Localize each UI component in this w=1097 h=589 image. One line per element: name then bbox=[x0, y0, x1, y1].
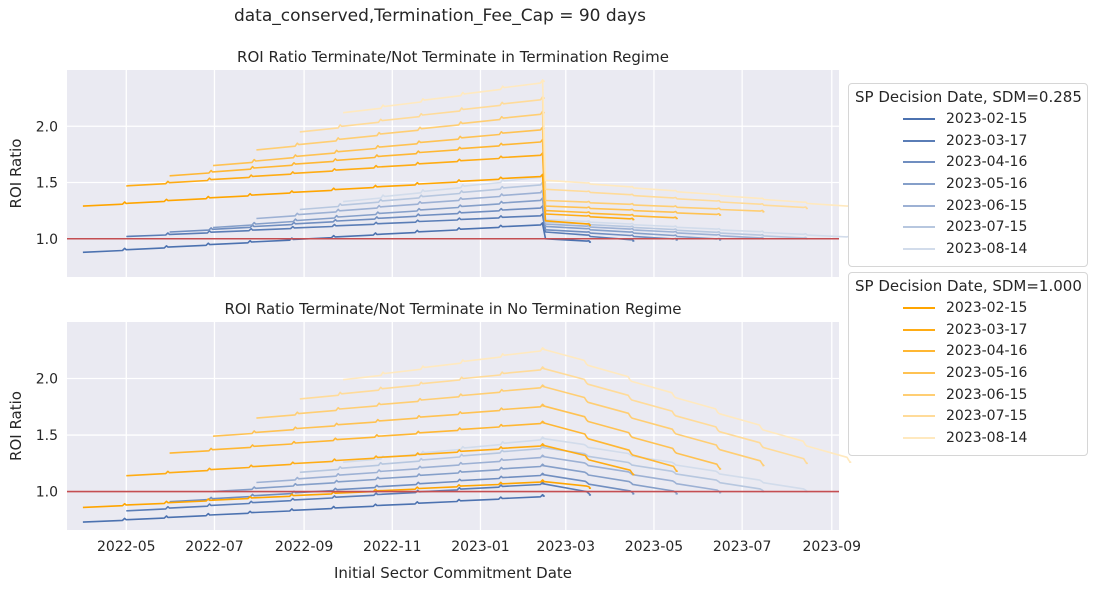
legend-sdm-1000: SP Decision Date, SDM=1.000 2023-02-15 20… bbox=[848, 272, 1088, 456]
series-line-SDM1000-2023-06-15 bbox=[256, 110, 765, 213]
x-tick-label: 2023-01 bbox=[451, 539, 510, 555]
y-tick-label: 1.0 bbox=[36, 232, 58, 248]
legend-entry: 2023-04-16 bbox=[855, 151, 1081, 173]
series-line-SDM1000-2023-08-14 bbox=[343, 347, 852, 463]
legend-swatch bbox=[903, 117, 935, 120]
legend-entries: 2023-02-15 2023-03-17 2023-04-16 2023-05-16… bbox=[855, 108, 1081, 260]
series-line-SDM1000-2023-04-16 bbox=[169, 138, 678, 220]
legend-entry: 2023-08-14 bbox=[855, 427, 1081, 449]
legend-entry: 2023-04-16 bbox=[855, 340, 1081, 362]
series-line-SDM0285-2023-02-15 bbox=[82, 493, 545, 523]
legend-label: 2023-05-16 bbox=[946, 175, 1028, 192]
series-line-SDM1000-2023-05-16 bbox=[212, 126, 722, 216]
x-tick-label: 2023-09 bbox=[803, 539, 862, 555]
series-line-SDM0285-2023-03-17 bbox=[126, 481, 592, 512]
legend-title: SP Decision Date, SDM=0.285 bbox=[855, 88, 1082, 106]
series-line-SDM0285-2023-04-16 bbox=[169, 472, 635, 503]
legend-entry: 2023-08-14 bbox=[855, 238, 1081, 260]
legend-swatch bbox=[903, 139, 935, 142]
x-tick-label: 2023-07 bbox=[713, 539, 772, 555]
subplot-2: ROI Ratio Terminate/Not Terminate in No … bbox=[7, 300, 861, 582]
plot-area bbox=[67, 322, 839, 530]
y-axis-label: ROI Ratio bbox=[7, 139, 25, 209]
y-tick-label: 2.0 bbox=[36, 372, 58, 388]
x-tick-label: 2022-11 bbox=[363, 539, 422, 555]
legend-label: 2023-03-17 bbox=[946, 321, 1028, 338]
series-line-SDM0285-2023-08-14 bbox=[343, 173, 852, 239]
legend-label: 2023-02-15 bbox=[946, 110, 1028, 127]
legend-entry: 2023-05-16 bbox=[855, 362, 1081, 384]
y-tick-label: 1.5 bbox=[36, 428, 58, 444]
legend-label: 2023-02-15 bbox=[946, 299, 1028, 316]
legend-label: 2023-04-16 bbox=[946, 154, 1028, 171]
series-line-SDM1000-2023-07-15 bbox=[299, 366, 808, 465]
legend-swatch bbox=[903, 328, 935, 331]
legend-label: 2023-03-17 bbox=[946, 132, 1028, 149]
legend-swatch bbox=[903, 436, 935, 439]
y-tick-label: 1.5 bbox=[36, 176, 58, 192]
subplot-1: ROI Ratio Terminate/Not Terminate in Ter… bbox=[7, 48, 852, 277]
legend-label: 2023-05-16 bbox=[946, 364, 1028, 381]
series-line-SDM1000-2023-03-17 bbox=[126, 443, 635, 477]
legend-entry: 2023-07-15 bbox=[855, 405, 1081, 427]
series-line-SDM0285-2023-06-15 bbox=[256, 454, 722, 494]
x-tick-label: 2022-09 bbox=[275, 539, 334, 555]
series-line-SDM0285-2023-07-15 bbox=[299, 445, 765, 493]
x-tick-label: 2023-05 bbox=[625, 539, 684, 555]
legend-label: 2023-08-14 bbox=[946, 429, 1028, 446]
legend-swatch bbox=[903, 371, 935, 374]
x-tick-label: 2022-07 bbox=[185, 539, 244, 555]
series-line-SDM0285-2023-04-16 bbox=[169, 205, 678, 241]
x-tick-label: 2022-05 bbox=[97, 539, 156, 555]
legend-label: 2023-07-15 bbox=[946, 408, 1028, 425]
series-line-SDM0285-2023-03-17 bbox=[126, 213, 635, 242]
legend-sdm-0285: SP Decision Date, SDM=0.285 2023-02-15 20… bbox=[848, 83, 1088, 267]
legend-label: 2023-04-16 bbox=[946, 343, 1028, 360]
legend-swatch bbox=[903, 247, 935, 250]
x-axis-label: Initial Sector Commitment Date bbox=[334, 564, 572, 582]
subplot-title: ROI Ratio Terminate/Not Terminate in No … bbox=[224, 300, 681, 318]
series-line-SDM1000-2023-08-14 bbox=[343, 79, 852, 209]
legend-label: 2023-07-15 bbox=[946, 219, 1028, 236]
series-line-SDM0285-2023-08-14 bbox=[343, 436, 808, 493]
legend-label: 2023-06-15 bbox=[946, 197, 1028, 214]
legend-entry: 2023-05-16 bbox=[855, 173, 1081, 195]
legend-entry: 2023-06-15 bbox=[855, 384, 1081, 406]
legend-entry: 2023-03-17 bbox=[855, 319, 1081, 341]
legend-entries: 2023-02-15 2023-03-17 2023-04-16 2023-05-16… bbox=[855, 297, 1081, 449]
legend-entry: 2023-06-15 bbox=[855, 195, 1081, 217]
series-line-SDM1000-2023-04-16 bbox=[169, 420, 678, 472]
y-axis-label: ROI Ratio bbox=[7, 391, 25, 461]
series-line-SDM1000-2023-05-16 bbox=[212, 403, 722, 470]
legend-entry: 2023-07-15 bbox=[855, 216, 1081, 238]
legend-title: SP Decision Date, SDM=1.000 bbox=[855, 277, 1082, 295]
legend-swatch bbox=[903, 306, 935, 309]
series-line-SDM1000-2023-03-17 bbox=[126, 152, 635, 221]
legend-entry: 2023-02-15 bbox=[855, 297, 1081, 319]
series-line-SDM0285-2023-06-15 bbox=[256, 189, 765, 240]
subplot-title: ROI Ratio Terminate/Not Terminate in Ter… bbox=[237, 48, 669, 66]
legend-swatch bbox=[903, 350, 935, 353]
legend-swatch bbox=[903, 161, 935, 164]
legend-label: 2023-08-14 bbox=[946, 240, 1028, 257]
y-tick-label: 1.0 bbox=[36, 485, 58, 501]
legend-swatch bbox=[903, 393, 935, 396]
legend-label: 2023-06-15 bbox=[946, 386, 1028, 403]
x-tick-label: 2023-03 bbox=[537, 539, 596, 555]
legend-swatch bbox=[903, 226, 935, 229]
legend-entry: 2023-02-15 bbox=[855, 108, 1081, 130]
legend-swatch bbox=[903, 182, 935, 185]
figure-title: data_conserved,Termination_Fee_Cap = 90 … bbox=[233, 6, 647, 26]
legend-swatch bbox=[903, 204, 935, 207]
legend-entry: 2023-03-17 bbox=[855, 130, 1081, 152]
series-line-SDM1000-2023-06-15 bbox=[256, 384, 765, 467]
series-line-SDM0285-2023-05-16 bbox=[212, 197, 722, 241]
legend-swatch bbox=[903, 415, 935, 418]
y-tick-label: 2.0 bbox=[36, 119, 58, 135]
series-line-SDM0285-2023-05-16 bbox=[212, 463, 678, 495]
